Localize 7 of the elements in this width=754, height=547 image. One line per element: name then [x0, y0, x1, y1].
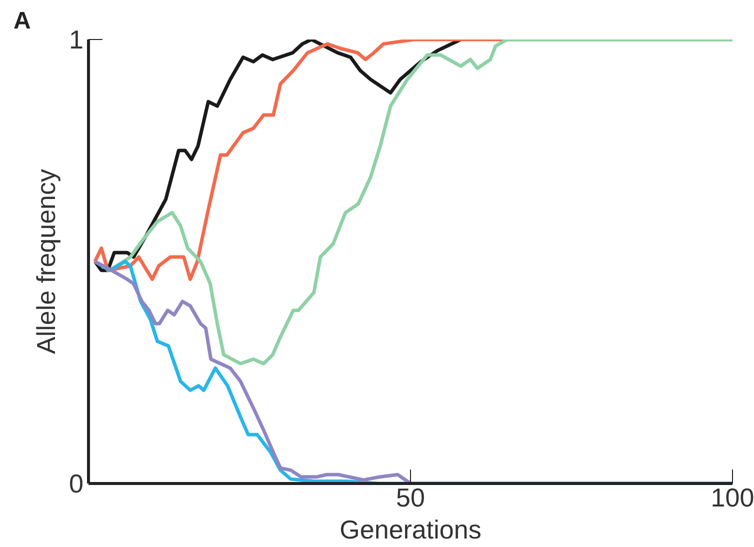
- x-axis-title: Generations: [340, 514, 482, 544]
- y-axis-title: Allele frequency: [31, 169, 62, 354]
- x-tick-label: 100: [710, 482, 754, 512]
- y-tick-label: 1: [69, 24, 84, 54]
- chart-title: A: [14, 8, 31, 34]
- x-tick-label: 50: [396, 482, 425, 512]
- y-tick-label: 0: [69, 468, 84, 498]
